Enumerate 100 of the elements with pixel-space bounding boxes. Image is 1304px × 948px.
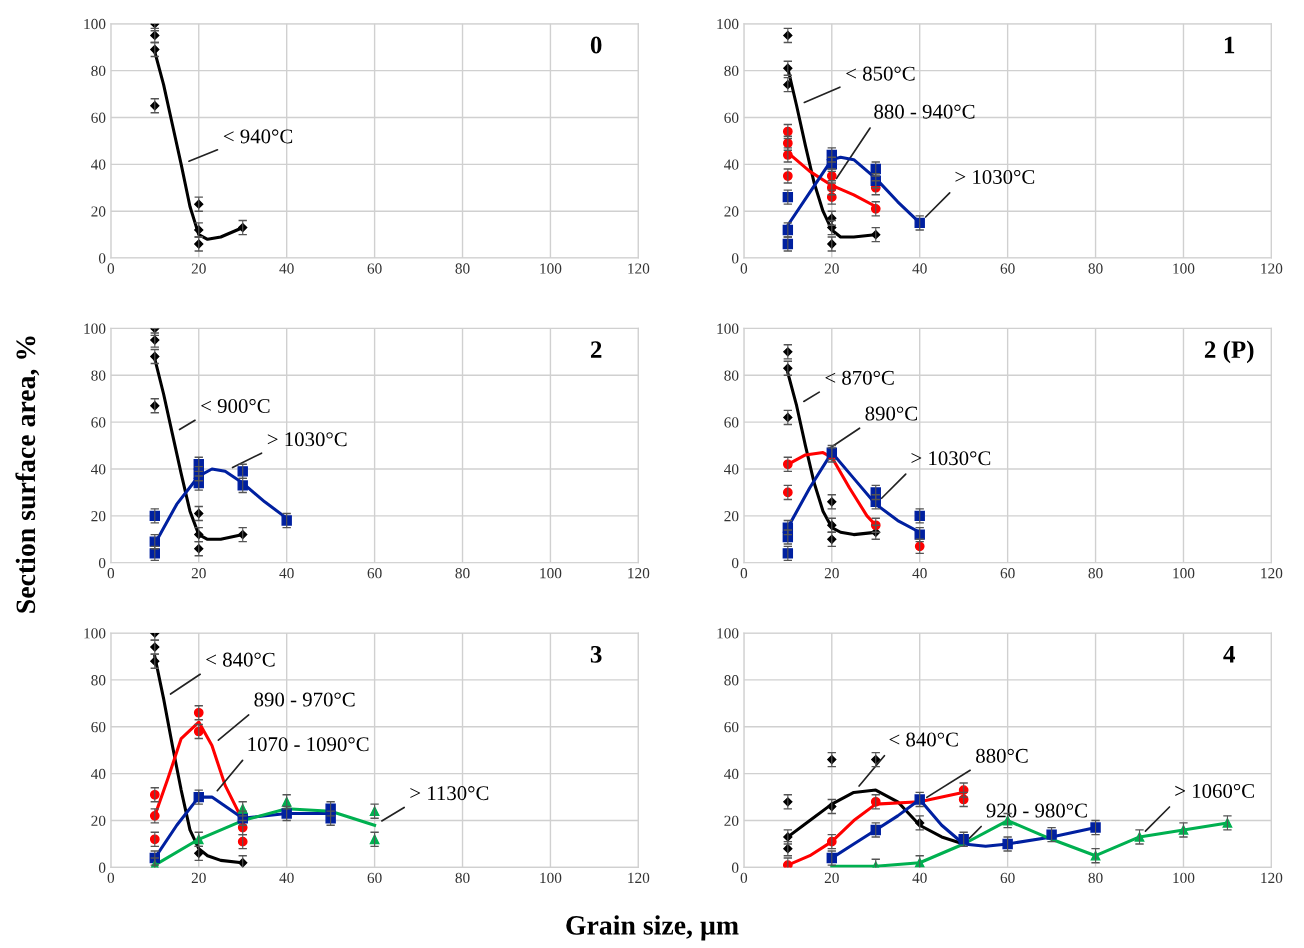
x-tick-label: 120 — [628, 568, 650, 579]
y-tick-label: 60 — [91, 721, 106, 733]
y-tick-label: 80 — [724, 65, 739, 77]
y-tick-label: 20 — [724, 815, 739, 826]
x-tick-label: 100 — [1173, 263, 1195, 274]
y-tick-label: 60 — [91, 112, 106, 123]
y-tick-label: 60 — [91, 417, 106, 428]
y-tick-label: 20 — [91, 511, 106, 522]
chart-title: 3 — [590, 645, 602, 663]
x-tick-label: 40 — [279, 872, 294, 884]
x-tick-label: 120 — [1261, 263, 1283, 274]
x-tick-label: 60 — [367, 263, 382, 274]
x-tick-label: 120 — [628, 872, 650, 884]
y-tick-label: 80 — [91, 675, 106, 686]
text: > 1130°C — [410, 786, 489, 801]
y-tick-label: 100 — [84, 18, 106, 30]
text: < 850°C — [846, 66, 915, 81]
chart-title: 1 — [1224, 36, 1235, 54]
text: > 1030°C — [911, 451, 991, 466]
chart-title: 2 (P) — [1204, 340, 1254, 364]
y-tick-label: 60 — [724, 112, 739, 123]
y-tick-label: 20 — [91, 815, 106, 826]
x-tick-label: 60 — [1000, 872, 1015, 884]
y-tick-label: 80 — [724, 370, 739, 381]
y-tick-label: 20 — [724, 206, 739, 217]
y-tick-label: 80 — [91, 370, 106, 381]
text: > 1030°C — [267, 432, 347, 447]
x-tick-label: 20 — [824, 263, 839, 274]
y-tick-label: 100 — [84, 628, 106, 639]
y-tick-label: 0 — [98, 557, 106, 569]
y-tick-label: 0 — [731, 253, 739, 264]
x-tick-label: 40 — [912, 872, 927, 884]
text: < 840°C — [206, 652, 275, 667]
chart-title: 4 — [1223, 646, 1235, 663]
x-tick-label: 40 — [279, 263, 294, 274]
x-tick-label: 100 — [540, 263, 562, 274]
x-tick-label: 120 — [1261, 872, 1283, 884]
y-tick-label: 40 — [724, 159, 739, 170]
y-tick-label: 40 — [91, 159, 106, 170]
x-tick-label: 100 — [1173, 872, 1195, 884]
series-label: 880°C — [976, 748, 1028, 763]
y-tick-label: 0 — [98, 862, 106, 873]
text: > 1030°C — [955, 169, 1035, 184]
x-tick-label: 0 — [107, 568, 115, 579]
x-tick-label: 100 — [540, 568, 562, 579]
chart-title: 0 — [590, 36, 602, 54]
y-tick-label: 100 — [717, 18, 739, 30]
x-tick-label: 0 — [740, 872, 748, 884]
y-tick-label: 0 — [98, 253, 106, 264]
x-tick-label: 40 — [912, 263, 927, 274]
chart-title: 2 — [590, 341, 602, 358]
y-tick-label: 100 — [84, 323, 106, 334]
y-tick-label: 100 — [717, 628, 739, 639]
x-tick-label: 60 — [1000, 568, 1015, 579]
y-tick-label: 80 — [724, 675, 739, 686]
y-tick-label: 40 — [724, 768, 739, 780]
y-tick-label: 40 — [724, 464, 739, 475]
x-tick-label: 20 — [824, 568, 839, 579]
y-tick-label: 0 — [731, 862, 739, 873]
x-tick-label: 40 — [279, 568, 294, 579]
series-label: < 900°C — [201, 398, 270, 413]
y-tick-label: 40 — [91, 464, 106, 475]
x-tick-label: 0 — [107, 263, 115, 274]
series-label: > 1060°C — [1175, 783, 1254, 798]
x-tick-label: 80 — [1088, 263, 1103, 274]
x-tick-label: 20 — [191, 872, 206, 884]
x-tick-label: 20 — [824, 872, 839, 884]
x-tick-label: 60 — [1000, 263, 1015, 274]
y-tick-label: 20 — [724, 511, 739, 522]
x-tick-label: 120 — [628, 263, 650, 274]
x-tick-label: 60 — [367, 568, 382, 579]
x-tick-label: 0 — [107, 872, 115, 884]
text: < 940°C — [223, 129, 293, 144]
x-tick-label: 80 — [1088, 872, 1103, 884]
x-tick-label: 80 — [455, 872, 470, 884]
x-tick-label: 120 — [1261, 568, 1283, 579]
y-tick-label: 80 — [91, 65, 106, 77]
text: 890°C — [865, 406, 917, 421]
x-axis-title: Grain size, µm — [566, 915, 739, 941]
text: 880 - 940°C — [874, 104, 975, 119]
x-tick-label: 60 — [367, 872, 382, 884]
x-tick-label: 40 — [912, 568, 927, 579]
x-tick-label: 100 — [1173, 568, 1195, 579]
x-tick-label: 0 — [740, 263, 748, 274]
y-tick-label: 60 — [724, 721, 739, 733]
x-tick-label: 80 — [1088, 568, 1103, 579]
x-tick-label: 80 — [455, 263, 470, 274]
y-tick-label: 0 — [731, 557, 739, 569]
y-tick-label: 100 — [717, 323, 739, 334]
x-tick-label: 100 — [540, 872, 562, 884]
y-tick-label: 40 — [91, 768, 106, 780]
x-tick-label: 80 — [455, 568, 470, 579]
x-tick-label: 0 — [740, 568, 748, 579]
x-tick-label: 20 — [191, 568, 206, 579]
text: 890 - 970°C — [254, 692, 355, 707]
text: 1070 - 1090°C — [248, 737, 369, 752]
y-tick-label: 20 — [91, 206, 106, 217]
x-tick-label: 20 — [191, 263, 206, 274]
text: < 840°C — [889, 732, 958, 747]
series-label: 920 - 980°C — [986, 803, 1087, 818]
